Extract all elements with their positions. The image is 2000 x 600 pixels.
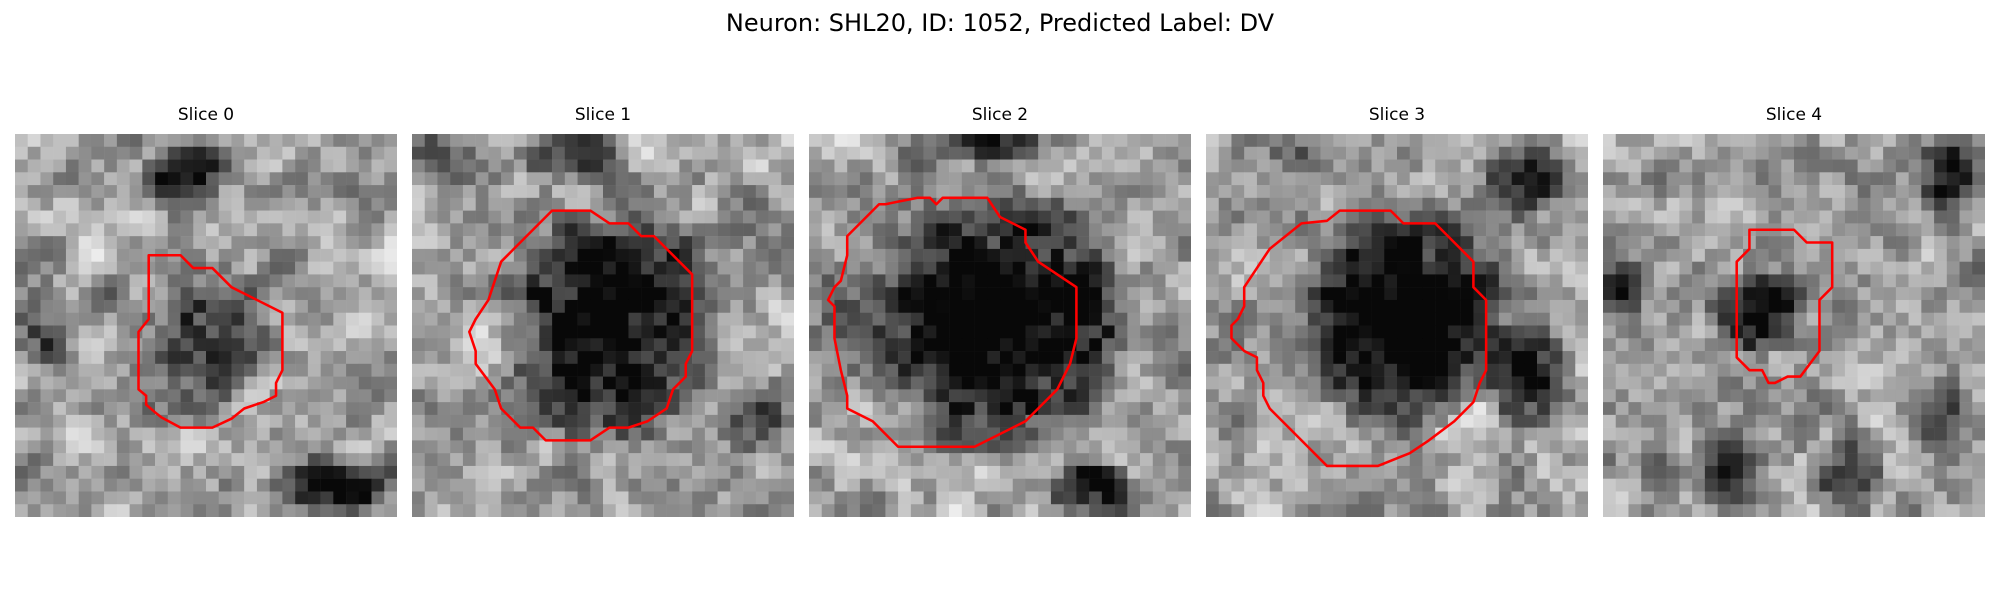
- roi-contour: [826, 196, 1078, 449]
- roi-contour: [137, 254, 284, 429]
- roi-contour: [1735, 228, 1834, 385]
- slice-title-4: Slice 4: [1765, 105, 1823, 125]
- micrograph-pixels: [412, 134, 794, 517]
- slice-image-1: [412, 134, 794, 517]
- micrograph-pixels: [1206, 134, 1588, 517]
- slice-title-0: Slice 0: [177, 105, 235, 125]
- slice-image-2: [809, 134, 1191, 517]
- slice-image-3: [1206, 134, 1588, 517]
- slice-image-4: [1603, 134, 1985, 517]
- slice-title-2: Slice 2: [971, 105, 1029, 125]
- micrograph-pixels: [1603, 134, 1985, 517]
- micrograph-pixels: [809, 134, 1191, 517]
- slice-image-0: [15, 134, 397, 517]
- slice-title-3: Slice 3: [1368, 105, 1426, 125]
- roi-contour: [1230, 209, 1488, 468]
- roi-contour: [468, 209, 694, 442]
- micrograph-pixels: [15, 134, 397, 517]
- figure-title: Neuron: SHL20, ID: 1052, Predicted Label…: [725, 9, 1275, 37]
- slice-title-1: Slice 1: [574, 105, 632, 125]
